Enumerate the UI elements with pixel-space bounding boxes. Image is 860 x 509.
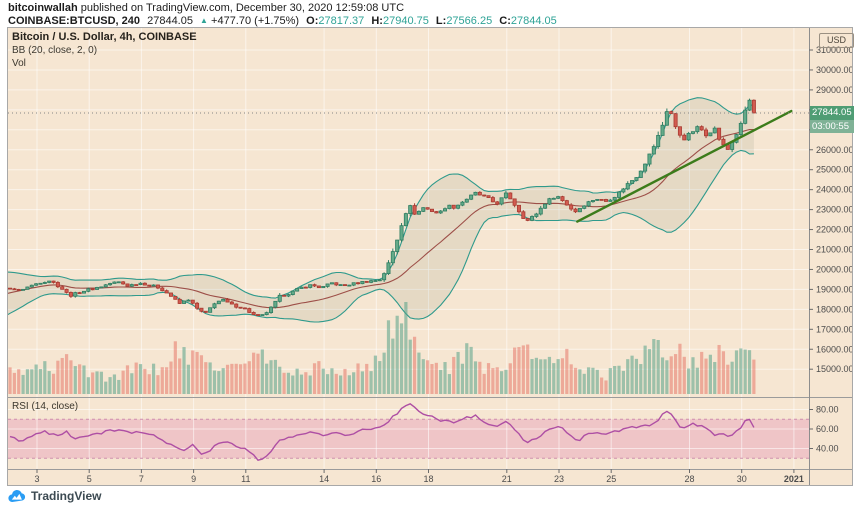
svg-text:18: 18 xyxy=(423,474,433,484)
svg-text:17000.00: 17000.00 xyxy=(816,324,852,334)
svg-text:16000.00: 16000.00 xyxy=(816,344,852,354)
svg-text:60.00: 60.00 xyxy=(816,424,839,434)
header: bitcoinwallah published on TradingView.c… xyxy=(8,2,557,28)
svg-text:14: 14 xyxy=(319,474,329,484)
bar-countdown-tag: 03:00:55 xyxy=(810,120,854,133)
gridlines xyxy=(8,28,809,469)
chart-frame: 31000.0030000.0029000.0028000.0027000.00… xyxy=(7,27,854,486)
svg-text:29000.00: 29000.00 xyxy=(816,85,852,95)
svg-text:23: 23 xyxy=(554,474,564,484)
publish-line: bitcoinwallah published on TradingView.c… xyxy=(8,2,557,15)
svg-text:31000.00: 31000.00 xyxy=(816,45,852,55)
volume-indicator-label: Vol xyxy=(12,58,26,69)
publish-info: published on TradingView.com, December 3… xyxy=(77,2,405,14)
bb-indicator-label: BB (20, close, 2, 0) xyxy=(12,45,98,56)
last-price-tag: 27844.05 xyxy=(810,106,854,120)
high-value: 27940.75 xyxy=(382,14,429,27)
svg-text:5: 5 xyxy=(87,474,92,484)
close-label: C: xyxy=(499,14,511,27)
svg-text:16: 16 xyxy=(371,474,381,484)
svg-text:26000.00: 26000.00 xyxy=(816,145,852,155)
tradingview-cloud-icon xyxy=(8,490,26,503)
open-label: O: xyxy=(306,14,319,27)
low-label: L: xyxy=(435,14,447,27)
svg-text:9: 9 xyxy=(191,474,196,484)
svg-text:20000.00: 20000.00 xyxy=(816,264,852,274)
tradingview-brand-text: TradingView xyxy=(31,489,102,503)
svg-text:21000.00: 21000.00 xyxy=(816,245,852,255)
author-name: bitcoinwallah xyxy=(8,2,78,14)
up-arrow-icon: ▲ xyxy=(200,15,208,25)
close-value: 27844.05 xyxy=(510,14,557,27)
chart-legend: Bitcoin / U.S. Dollar, 4h, COINBASE BB (… xyxy=(12,30,197,70)
svg-text:15000.00: 15000.00 xyxy=(816,364,852,374)
svg-text:2021: 2021 xyxy=(784,474,804,484)
svg-text:30: 30 xyxy=(737,474,747,484)
low-value: 27566.25 xyxy=(446,14,493,27)
svg-text:21: 21 xyxy=(502,474,512,484)
currency-badge: USD xyxy=(819,33,854,48)
svg-text:25000.00: 25000.00 xyxy=(816,165,852,175)
svg-text:40.00: 40.00 xyxy=(816,444,839,454)
svg-text:24000.00: 24000.00 xyxy=(816,185,852,195)
price-change: +477.70 (+1.75%) xyxy=(211,14,300,27)
svg-text:25: 25 xyxy=(606,474,616,484)
rsi-indicator-label: RSI (14, close) xyxy=(12,401,79,412)
main-panel xyxy=(8,97,793,394)
chart-background xyxy=(8,28,852,485)
symbol-title: COINBASE:BTCUSD, 240 xyxy=(8,14,141,27)
header-last-price: 27844.05 xyxy=(147,14,193,27)
chart-title: Bitcoin / U.S. Dollar, 4h, COINBASE xyxy=(12,31,197,43)
volume-bars xyxy=(8,302,756,394)
symbol-line: COINBASE:BTCUSD, 240 27844.05 ▲ +477.70 … xyxy=(8,15,557,29)
high-label: H: xyxy=(371,14,383,27)
tradingview-attribution[interactable]: TradingView xyxy=(8,489,101,503)
support-trendline[interactable] xyxy=(576,109,793,223)
svg-text:11: 11 xyxy=(241,474,250,484)
bb-fill xyxy=(8,97,754,322)
svg-text:7: 7 xyxy=(139,474,144,484)
svg-text:80.00: 80.00 xyxy=(816,405,839,415)
candles xyxy=(8,98,756,316)
svg-text:3: 3 xyxy=(34,474,39,484)
bb-lower-line xyxy=(8,149,754,323)
svg-text:22000.00: 22000.00 xyxy=(816,225,852,235)
bb-basis-line xyxy=(8,128,754,309)
svg-text:18000.00: 18000.00 xyxy=(816,304,852,314)
svg-text:30000.00: 30000.00 xyxy=(816,65,852,75)
open-value: 27817.37 xyxy=(318,14,365,27)
price-axis[interactable]: 31000.0030000.0029000.0028000.0027000.00… xyxy=(809,45,852,454)
svg-text:28: 28 xyxy=(684,474,694,484)
rsi-line xyxy=(9,402,755,461)
price-chart-canvas: 31000.0030000.0029000.0028000.0027000.00… xyxy=(8,28,852,485)
svg-text:23000.00: 23000.00 xyxy=(816,205,852,215)
svg-text:19000.00: 19000.00 xyxy=(816,284,852,294)
time-axis[interactable]: 3 5 7 9 11 14 16 18 21 23 25 28 30 2021 xyxy=(34,469,804,484)
